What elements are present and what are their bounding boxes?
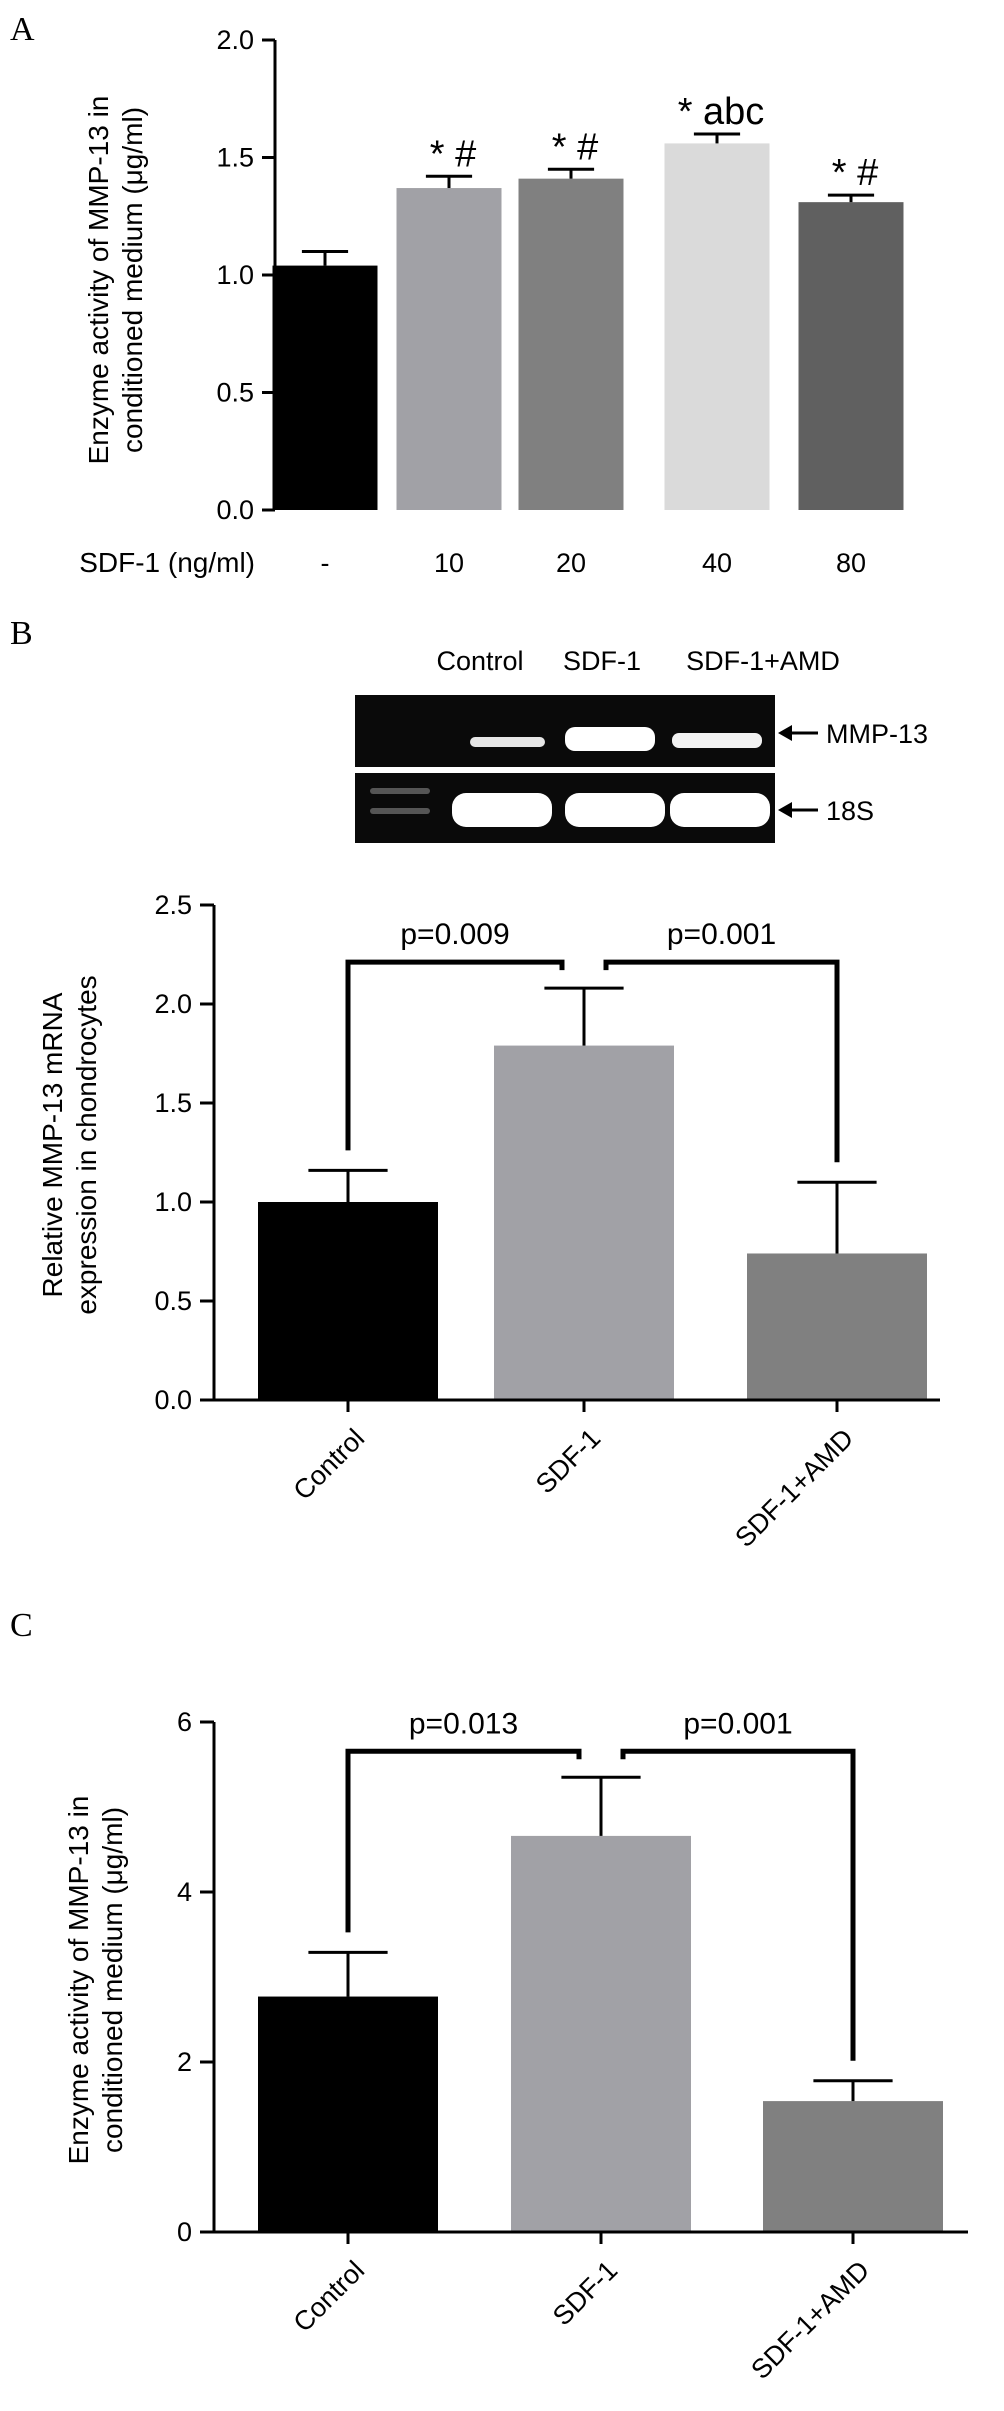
chart-c-y-ticks: 0 2 4 6 (177, 1707, 214, 2247)
chart-a-annotations: * # * # * abc * # (430, 91, 878, 194)
chart-c-bars (258, 1835, 943, 2232)
chart-c-x-tick-label: SDF-1 (547, 2255, 623, 2331)
chart-b-error-bars (308, 986, 877, 1254)
chart-b-y-tick-label: 1.0 (154, 1187, 192, 1217)
chart-a-significance-label: * # (832, 152, 878, 194)
gel-band-label-mmp13: MMP-13 (826, 719, 928, 749)
chart-b-p-value-label: p=0.001 (667, 918, 776, 951)
panel-letter-a: A (10, 11, 35, 48)
chart-c-bar (763, 2101, 943, 2232)
chart-a-y-tick-label: 1.5 (216, 143, 254, 173)
chart-c-y-tick-label: 6 (177, 1707, 192, 1737)
chart-b-y-tick-label: 2.5 (154, 890, 192, 920)
chart-a-x-label: SDF-1 (ng/ml) (79, 547, 255, 578)
chart-a-bar (664, 143, 770, 510)
gel-strip-mmp13 (355, 695, 775, 767)
chart-a-y-tick-label: 0.0 (216, 495, 254, 525)
chart-a-y-ticks: 0.0 0.5 1.0 1.5 2.0 (216, 25, 275, 525)
gel-band-18s-sdf1 (565, 793, 665, 827)
chart-c-comparison-bracket (345, 1748, 582, 1933)
chart-c-x-ticks: Control SDF-1 SDF-1+AMD (287, 2232, 875, 2385)
panel-letter-b: B (10, 615, 33, 652)
chart-b-comparison-bracket (603, 959, 840, 1163)
gel-lane-label-sdf1: SDF-1 (563, 646, 641, 676)
gel-band-mmp13-control (470, 737, 545, 747)
chart-b-x-ticks: Control SDF-1 SDF-1+AMD (287, 1400, 859, 1553)
chart-b-y-tick-label: 0.0 (154, 1385, 192, 1415)
chart-b-y-tick-label: 2.0 (154, 989, 192, 1019)
chart-a-y-tick-label: 1.0 (216, 260, 254, 290)
chart-c-y-tick-label: 4 (177, 1877, 192, 1907)
gel-band-18s-control (452, 793, 552, 827)
arrow-icon (778, 725, 818, 741)
chart-c-bar (258, 1996, 438, 2232)
chart-c: p=0.013 p=0.001 0 2 4 6 Control SDF-1 SDF-1+AM… (63, 1707, 968, 2385)
panel-letter-c: C (10, 1607, 33, 1644)
chart-c-bar (511, 1835, 691, 2232)
gel-ladder-band-1 (370, 788, 430, 794)
chart-b-bars (258, 1045, 927, 1400)
chart-a-significance-label: * abc (678, 91, 765, 133)
chart-b-bar (747, 1253, 927, 1400)
chart-c-y-label-line-1: Enzyme activity of MMP-13 in (63, 1796, 94, 2165)
chart-c-comparison-bracket (620, 1748, 856, 2061)
gel-band-mmp13-sdf1-amd (672, 733, 762, 748)
chart-a-y-tick-label: 2.0 (216, 25, 254, 55)
chart-b-y-label-line-1: Relative MMP-13 mRNA (37, 992, 68, 1297)
chart-a-significance-label: * # (430, 133, 476, 175)
gel-ladder-band-2 (370, 808, 430, 814)
chart-b-y-tick-label: 1.5 (154, 1088, 192, 1118)
chart-b-x-tick-label: SDF-1+AMD (729, 1423, 859, 1553)
chart-b-comparisons: p=0.009 p=0.001 (345, 918, 840, 1163)
chart-a-bar (272, 265, 378, 510)
chart-c-comparisons: p=0.013 p=0.001 (345, 1707, 856, 2061)
chart-c-p-value-label: p=0.001 (683, 1707, 792, 1740)
gel-band-mmp13-sdf1 (565, 727, 655, 751)
chart-b-y-label-line-2: expression in chondrocytes (71, 975, 102, 1314)
chart-a-y-label-line-1: Enzyme activity of MMP-13 in (83, 96, 114, 465)
chart-b-x-tick-label: Control (287, 1423, 370, 1506)
chart-c-x-tick-label: Control (287, 2255, 370, 2338)
chart-b-p-value-label: p=0.009 (400, 918, 509, 951)
chart-c-y-tick-label: 2 (177, 2047, 192, 2077)
chart-a-x-tick-label: 80 (836, 548, 866, 578)
gel-lane-label-sdf1-amd: SDF-1+AMD (686, 646, 840, 676)
chart-c-p-value-label: p=0.013 (409, 1707, 518, 1740)
chart-a-bar (798, 202, 904, 510)
chart-b: p=0.009 p=0.001 0.0 0.5 1.0 1.5 2.0 2.5 Contro… (37, 890, 940, 1553)
chart-b-bar (494, 1045, 674, 1400)
chart-b-bar (258, 1202, 438, 1400)
chart-a-significance-label: * # (552, 126, 598, 168)
chart-c-y-label-line-2: conditioned medium (μg/ml) (97, 1807, 128, 2153)
chart-b-comparison-bracket (345, 959, 565, 1151)
gel-lane-label-control: Control (436, 646, 523, 676)
chart-a-bar (396, 188, 502, 511)
chart-a-x-ticks: - 10 20 40 80 (321, 548, 867, 578)
chart-a-bars (272, 143, 904, 511)
chart-b-y-ticks: 0.0 0.5 1.0 1.5 2.0 2.5 (154, 890, 214, 1415)
gel-band-label-18s: 18S (826, 796, 874, 826)
chart-b-y-tick-label: 0.5 (154, 1286, 192, 1316)
chart-a-x-tick-label: 20 (556, 548, 586, 578)
chart-c-error-bars (308, 1775, 893, 2102)
chart-a-error-bars (301, 132, 875, 266)
chart-a-x-tick-label: 40 (702, 548, 732, 578)
chart-b-x-tick-label: SDF-1 (530, 1423, 606, 1499)
chart-a-bar (518, 178, 624, 510)
gel-image: Control SDF-1 SDF-1+AMD MMP-13 18S (355, 646, 928, 843)
chart-a-y-label-line-2: conditioned medium (μg/ml) (117, 107, 148, 453)
chart-c-y-tick-label: 0 (177, 2217, 192, 2247)
chart-a: * # * # * abc * # 0.0 0.5 1.0 1.5 2.0 - 10 20 40 80… (79, 25, 904, 578)
chart-a-x-tick-label: 10 (434, 548, 464, 578)
gel-band-18s-sdf1-amd (670, 793, 770, 827)
chart-a-y-tick-label: 0.5 (216, 378, 254, 408)
arrow-icon (778, 802, 818, 818)
chart-c-x-tick-label: SDF-1+AMD (745, 2255, 875, 2385)
chart-a-x-tick-label: - (321, 548, 330, 578)
